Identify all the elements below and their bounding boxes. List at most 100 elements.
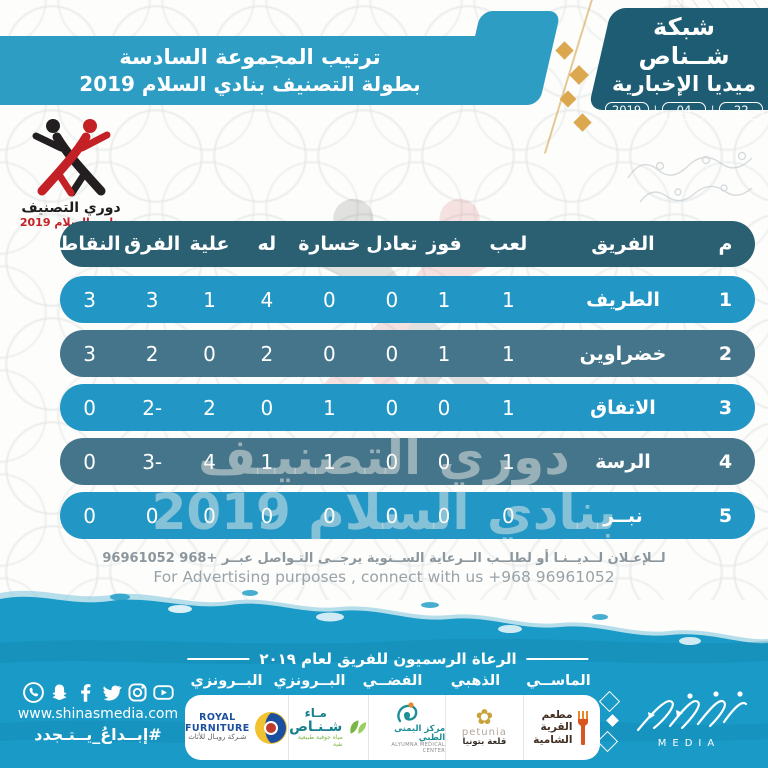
col-team: الفريق — [591, 233, 655, 255]
cell-points: 0 — [83, 395, 96, 420]
table-row: 5 نبــر 0 0 0 0 0 0 0 0 — [60, 492, 755, 539]
sponsor-text: ROYAL — [199, 712, 236, 724]
advertising-arabic: لــلإعـلان لــديــنـا أو لطلــب الــرعاي… — [102, 551, 666, 566]
cell-draw: 0 — [385, 341, 399, 366]
royal-furniture-logo-icon — [254, 711, 287, 744]
tier-bronze: البــرونزي — [273, 673, 346, 689]
sponsor-strip: مطعم القرية الشامية ✿ petunia قلعة بتوني… — [185, 695, 600, 760]
table-header-row: م الفريق لعب فوز تعادل خسارة له علية الف… — [59, 221, 755, 267]
cell-against: 1 — [203, 287, 216, 312]
date-separator: | — [711, 105, 715, 117]
date-year: 2019 — [604, 101, 649, 120]
cell-played: 1 — [501, 395, 515, 420]
cell-for: 4 — [260, 287, 274, 312]
cell-points: 3 — [83, 287, 96, 312]
tier-silver: الفضــي — [362, 673, 423, 689]
cell-loss: 1 — [323, 449, 336, 474]
col-against: علية — [189, 233, 230, 255]
cell-win: 1 — [437, 287, 451, 312]
cell-rank: 2 — [718, 342, 733, 365]
sponsor-alyumna-medical: مركز اليمنى الطبي ALYUMNA MEDICAL CENTER — [367, 695, 446, 760]
sponsor-text: القرية — [540, 721, 573, 734]
sponsor-royal-furniture: ROYAL FURNITURE شـركة رويـال للأثاث — [185, 695, 288, 760]
cell-for: 0 — [260, 395, 274, 420]
sponsors-title: الرعاة الرسميون للفريق لعام ٢٠١٩ — [187, 650, 588, 668]
col-rank: م — [718, 233, 733, 255]
table-row: 1 الطريف 1 1 0 0 4 1 3 3 — [60, 276, 755, 323]
sponsor-text: شـنـاص — [289, 718, 343, 735]
cell-rank: 4 — [718, 450, 733, 473]
standings-table: م الفريق لعب فوز تعادل خسارة له علية الف… — [59, 221, 755, 546]
cell-against: 4 — [203, 449, 216, 474]
advertising-english: For Advertising purposes , connect with … — [153, 568, 615, 586]
table-row: 3 الاتفاق 1 0 0 1 0 2 -2 0 — [60, 384, 755, 431]
cell-draw: 0 — [385, 287, 399, 312]
cell-against: 0 — [203, 341, 216, 366]
date-day: 22 — [719, 101, 764, 120]
cell-team: الرسة — [595, 450, 651, 473]
cell-team: الاتفاق — [590, 396, 656, 419]
youtube-icon[interactable] — [152, 681, 175, 704]
instagram-icon[interactable] — [126, 681, 149, 704]
brand-name-line1: شبكة شــناص — [638, 13, 730, 70]
website-url[interactable]: www.shinasmedia.com — [17, 706, 179, 722]
advertising-block: لــلإعـلان لــديــنـا أو لطلــب الــرعاي… — [0, 551, 768, 586]
sponsor-text: ALYUMNA MEDICAL CENTER — [391, 742, 446, 754]
flower-icon: ✿ — [475, 704, 494, 729]
cell-against: 2 — [203, 395, 216, 420]
page-title-line2: بطولة التصنيف بنادي السلام 2019 — [79, 72, 421, 97]
sponsor-text: petunia — [461, 726, 507, 738]
cell-loss: 1 — [323, 395, 336, 420]
sponsor-text: شـركة رويـال للأثاث — [188, 733, 247, 742]
sponsor-shami-village: مطعم القرية الشامية — [522, 695, 600, 760]
cell-team: نبــر — [603, 504, 643, 527]
cell-team: الطريف — [586, 288, 660, 311]
cell-points: 0 — [83, 503, 96, 528]
date-row: 2019 | 04 | 22 — [604, 101, 764, 120]
league-logo: دوري التصنيف بنادي السلام 2019 — [14, 114, 128, 229]
cell-played: 1 — [501, 287, 515, 312]
media-logo: MEDIA — [618, 686, 760, 749]
title-banner — [0, 36, 490, 105]
twitter-icon[interactable] — [100, 681, 123, 704]
cell-points: 0 — [83, 449, 96, 474]
col-loss: خسارة — [298, 233, 361, 255]
cell-for: 0 — [260, 503, 274, 528]
media-calligraphy-icon — [636, 691, 748, 732]
sponsor-petunia: ✿ petunia قلعة بتونيا — [445, 695, 522, 760]
cell-diff: 3 — [145, 287, 159, 312]
cell-rank: 5 — [718, 504, 733, 527]
sponsor-maa-shinas: مـاء شـنـاص مياه جوفية طبيعية نقية — [287, 695, 368, 760]
cell-draw: 0 — [385, 395, 399, 420]
cell-draw: 0 — [385, 449, 399, 474]
cell-diff: 0 — [145, 503, 159, 528]
brand-block: شبكة شــناص ميديا الإخبارية 2019 | 04 | … — [604, 13, 764, 120]
col-for: له — [257, 233, 277, 255]
medical-logo-icon — [397, 702, 418, 722]
sponsor-text: FURNITURE — [185, 722, 250, 734]
cell-rank: 1 — [718, 288, 733, 311]
col-draw: تعادل — [366, 233, 418, 255]
tier-bronze: البــرونزي — [190, 673, 263, 689]
facebook-icon[interactable] — [74, 681, 97, 704]
snapchat-icon[interactable] — [48, 681, 71, 704]
cell-played: 0 — [501, 503, 515, 528]
tier-diamond: الماســي — [526, 673, 591, 689]
tier-gold: الذهبي — [450, 673, 501, 689]
table-row: 2 خضراوين 1 1 0 0 2 0 2 3 — [60, 330, 755, 377]
cell-win: 0 — [437, 503, 451, 528]
cell-team: خضراوين — [579, 342, 667, 365]
sponsor-text: مياه جوفية طبيعية نقية — [297, 734, 343, 748]
cell-loss: 0 — [323, 503, 336, 528]
page-title-line1: ترتيب المجموعة السادسة — [119, 45, 381, 69]
cell-diff: -3 — [142, 449, 163, 474]
col-win: فوز — [426, 233, 462, 255]
cell-played: 1 — [501, 341, 515, 366]
cell-diff: -2 — [142, 395, 163, 420]
whatsapp-icon[interactable] — [22, 681, 45, 704]
hashtag: #إبــداعُ_يــتـجدد — [34, 725, 162, 744]
sponsor-text: قلعة بتونيا — [462, 736, 507, 747]
cell-win: 1 — [437, 341, 451, 366]
social-block: www.shinasmedia.com #إبــداعُ_يــتـجدد — [12, 681, 184, 744]
date-separator: | — [653, 105, 657, 117]
